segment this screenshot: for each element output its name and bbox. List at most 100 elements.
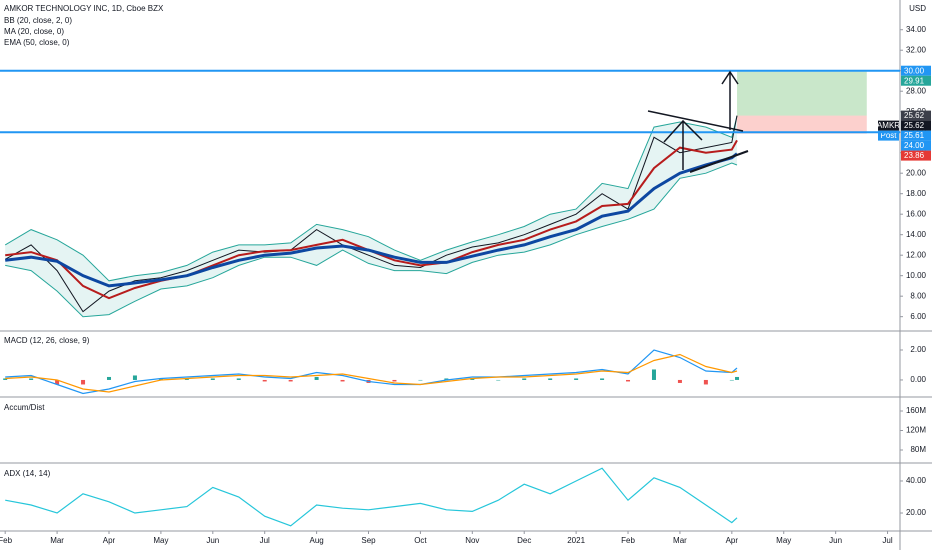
y-tick-label: 120M — [906, 426, 926, 435]
bb-lower — [5, 162, 738, 318]
bb-upper — [4, 115, 738, 282]
x-tick-label: May — [153, 536, 168, 545]
histogram-bar — [55, 379, 60, 385]
trend-line — [647, 110, 744, 132]
histogram-bar — [418, 379, 423, 381]
price-tag — [901, 130, 931, 141]
y-tick-label: 20.00 — [906, 508, 927, 517]
y-tick-label: 28.00 — [906, 86, 927, 95]
histogram-bar — [132, 375, 137, 380]
histogram-bar — [288, 379, 293, 382]
x-tick-label: Jul — [260, 536, 270, 545]
histogram-bar — [81, 379, 86, 385]
histogram-bar — [29, 378, 34, 380]
histogram-bar — [444, 378, 449, 380]
x-tick-label: Jun — [206, 536, 219, 545]
histogram-bar — [677, 379, 682, 383]
x-tick-label: Feb — [621, 536, 635, 545]
histogram-bar — [729, 379, 734, 381]
pane-title: MACD (12, 26, close, 9) — [4, 336, 90, 345]
y-tick-label: 0.00 — [910, 375, 926, 384]
price-tag — [901, 110, 931, 121]
y-tick-label: 2.00 — [910, 345, 926, 354]
currency: USD — [909, 4, 926, 13]
price-tag — [901, 120, 931, 131]
price-tag-label: 29.91 — [904, 76, 925, 85]
price-tag-label: 24.00 — [904, 141, 925, 150]
position-stop-zone — [737, 115, 867, 134]
y-tick-label: 80M — [910, 445, 926, 454]
y-tick-label: 160M — [906, 406, 926, 415]
symbol-title: AMKOR TECHNOLOGY INC, 1D, Cboe BZX — [4, 4, 164, 13]
series-tag-label: AMKR — [877, 121, 900, 130]
histogram-bar — [158, 378, 163, 380]
drawings — [647, 70, 749, 173]
histogram-bar — [651, 369, 656, 380]
y-tick-label: 40.00 — [906, 476, 927, 485]
histogram-bar — [496, 379, 501, 381]
price-tag-label: 25.62 — [904, 121, 925, 130]
bb-fill — [5, 115, 738, 317]
y-tick-label: 12.00 — [906, 250, 927, 259]
y-tick-label: 6.00 — [910, 312, 926, 321]
series-line — [5, 467, 738, 527]
x-tick-label: Jul — [882, 536, 892, 545]
histogram-bar — [626, 379, 631, 382]
y-tick-label: 8.00 — [910, 291, 926, 300]
legend: AMKOR TECHNOLOGY INC, 1D, Cboe BZX BB (2… — [4, 4, 926, 478]
x-tick-label: Dec — [517, 536, 531, 545]
price-tag-label: 25.62 — [904, 111, 925, 120]
histogram-bar — [314, 376, 319, 380]
price-tag-label: 23.86 — [904, 151, 925, 160]
y-tick-label: 16.00 — [906, 209, 927, 218]
x-tick-label: Apr — [103, 536, 116, 545]
y-tick-label: 20.00 — [906, 168, 927, 177]
histogram-bar — [210, 378, 215, 380]
histogram-bar — [262, 379, 267, 382]
price-tag — [901, 140, 931, 151]
indicator-label: MA (20, close, 0) — [4, 27, 64, 36]
price-tag-label: 30.00 — [904, 66, 925, 75]
histogram-bar — [522, 378, 527, 380]
histogram-bar — [703, 379, 708, 385]
y-tick-label: 10.00 — [906, 271, 927, 280]
histogram-bar — [236, 378, 241, 380]
histogram-bar — [470, 378, 475, 380]
histogram-bar — [392, 379, 397, 382]
y-tick-label: 18.00 — [906, 189, 927, 198]
histogram-bar — [184, 378, 189, 380]
x-tick-label: Feb — [0, 536, 13, 545]
price-tag-label: 25.61 — [904, 131, 925, 140]
y-tick-label: 32.00 — [906, 45, 927, 54]
trend-line — [689, 150, 749, 173]
series-tag — [878, 130, 899, 141]
histogram-bar — [548, 378, 553, 380]
x-tick-label: Mar — [50, 536, 64, 545]
pane-title: ADX (14, 14) — [4, 469, 51, 478]
x-tick-label: Sep — [361, 536, 376, 545]
pane-title: Accum/Dist — [4, 403, 45, 412]
price-tag — [901, 75, 931, 86]
x-tick-label: Oct — [414, 536, 427, 545]
price-tag — [901, 150, 931, 161]
series-tag — [878, 120, 899, 131]
indicator-label: BB (20, close, 2, 0) — [4, 16, 72, 25]
x-tick-label: Aug — [309, 536, 323, 545]
x-tick-label: Apr — [726, 536, 739, 545]
histogram-bar — [3, 378, 8, 380]
x-tick-label: Nov — [465, 536, 479, 545]
price-tag — [901, 65, 931, 76]
position-target-zone — [737, 71, 867, 116]
indicator-line — [5, 152, 738, 288]
x-tick-label: 2021 — [567, 536, 585, 545]
series-line — [5, 353, 738, 393]
y-tick-label: 14.00 — [906, 230, 927, 239]
indicator-label: EMA (50, close, 0) — [4, 38, 70, 47]
x-tick-label: Mar — [673, 536, 687, 545]
series-tag-label: Post — [880, 131, 897, 140]
x-tick-label: May — [776, 536, 791, 545]
histogram-bar — [735, 376, 740, 380]
x-tick-label: Jun — [829, 536, 842, 545]
